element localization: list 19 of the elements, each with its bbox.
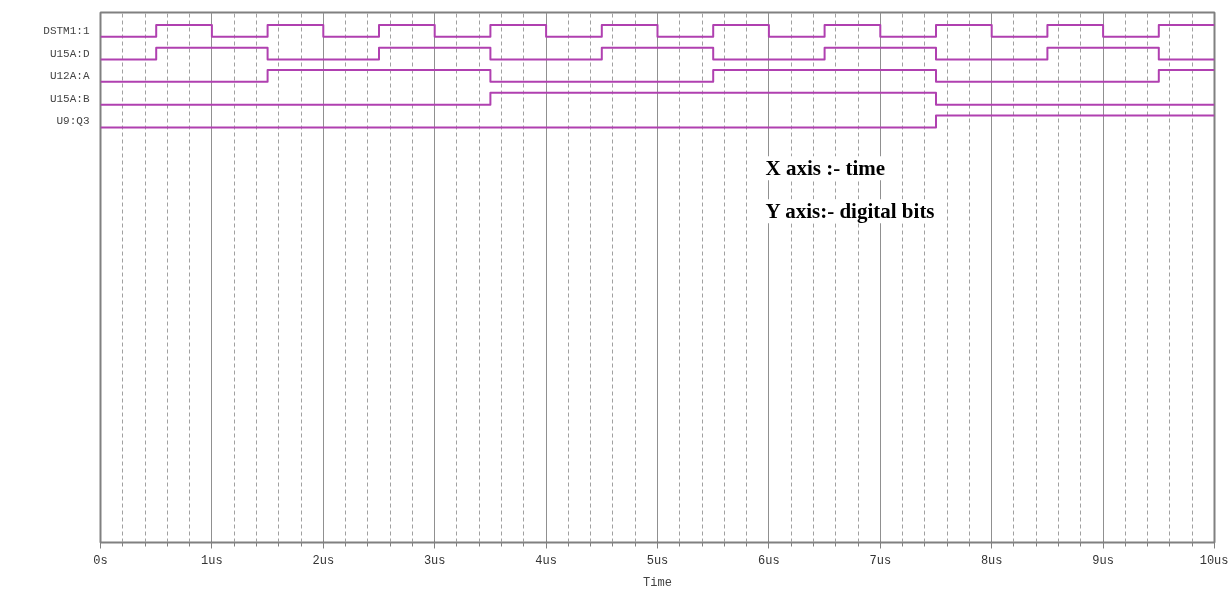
x-tick-label: 3us xyxy=(423,553,446,568)
x-tick-label: 10us xyxy=(1199,553,1228,568)
series-label: U15A:B xyxy=(49,92,90,105)
x-tick-label: 4us xyxy=(535,553,557,568)
annotation: X axis :- time xyxy=(765,156,886,181)
x-tick-label: 2us xyxy=(312,553,335,568)
x-tick-label: 8us xyxy=(980,553,1003,568)
x-tick-label: 1us xyxy=(201,553,223,568)
annotation: Y axis:- digital bits xyxy=(765,199,935,224)
x-tick-label: 7us xyxy=(869,553,892,568)
series-label: U9:Q3 xyxy=(56,115,90,128)
x-axis-title: Time xyxy=(643,575,672,590)
x-tick-label: 5us xyxy=(646,553,669,568)
x-tick-label: 9us xyxy=(1092,553,1114,568)
series-label: U15A:D xyxy=(49,47,90,60)
x-tick-label: 6us xyxy=(758,553,780,568)
series-label: DSTM1:1 xyxy=(43,24,90,37)
x-tick-label: 0s xyxy=(93,553,108,568)
series-label: U12A:A xyxy=(49,69,90,82)
